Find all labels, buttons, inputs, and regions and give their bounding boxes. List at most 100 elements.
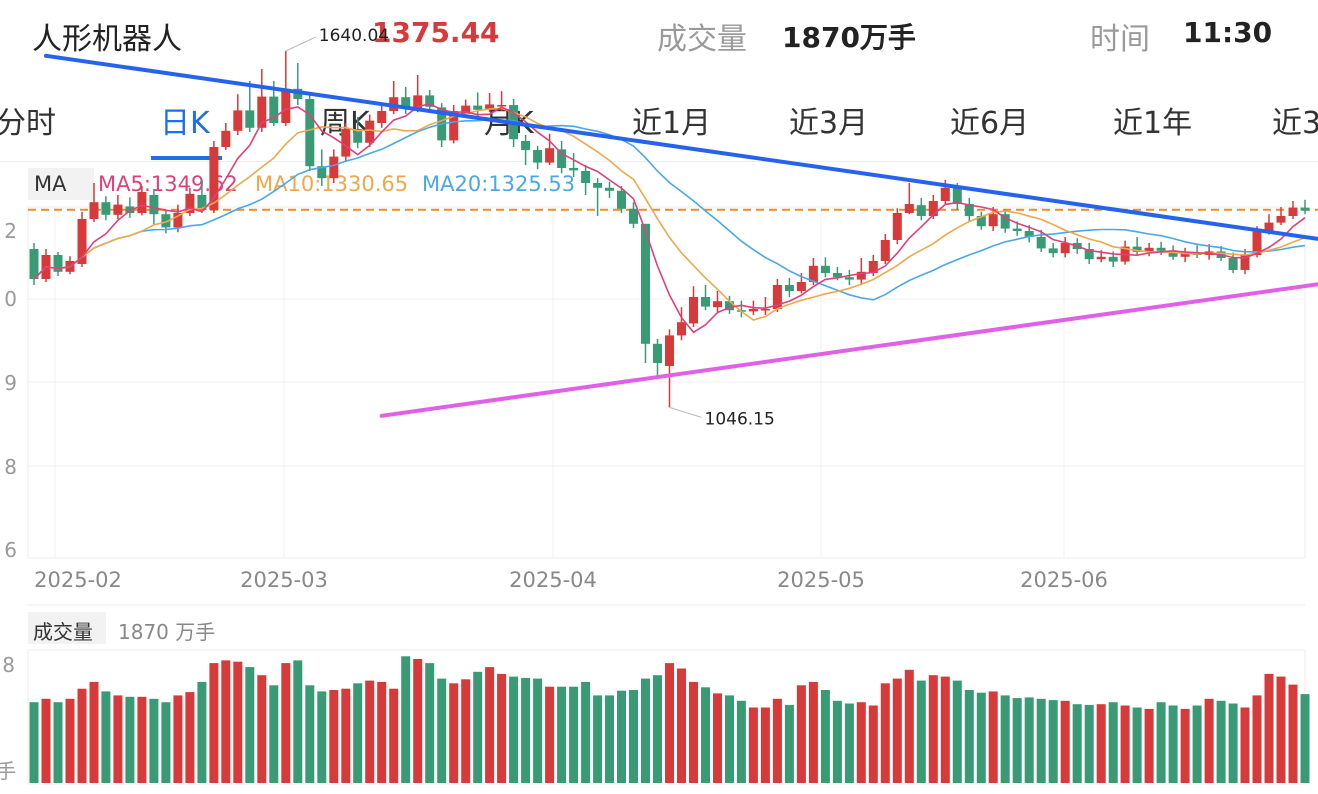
volume-bar-up [545,686,555,783]
volume-bar-up [497,673,507,783]
volume-bar-up [689,681,698,783]
candle-down [1228,258,1238,270]
candle-up [856,271,866,280]
volume-bar-down [1036,698,1046,783]
ma5-value: MA5:1349.62 [98,172,238,196]
candle-up [1264,222,1274,231]
candle-down [1036,237,1046,249]
candle-down [605,187,614,191]
candle-down [1108,256,1118,262]
candle-down [149,195,159,215]
volume-bar-up [173,695,183,783]
candle-up [1288,207,1298,216]
volume-bar-up [796,685,806,783]
candle-up [689,297,698,324]
candle-down [701,297,710,307]
volume-bar-down [581,681,591,783]
volume-bar-up [65,698,75,783]
volume-bar-down [101,691,111,783]
volume-tag[interactable]: 成交量 [28,612,106,644]
volume-bar-down [521,677,531,783]
volume-bar-up [665,663,674,783]
ma-tag[interactable]: MA [28,168,94,200]
volume-bar-down [245,667,255,783]
tab-daily-k[interactable]: 日K [160,106,210,141]
candle-up [65,261,75,272]
candle-down [916,205,926,216]
volume-bar-up [413,659,423,783]
volume-bar-down [557,686,567,783]
volume-bar-up [940,676,950,783]
volume-bar-down [269,685,279,783]
candle-down [653,343,662,363]
volume-bar-down [605,695,614,783]
active-tab-indicator [151,156,222,160]
volume-bar-down [317,691,327,783]
candle-down [53,255,63,272]
tab-1-month[interactable]: 近1月 [632,106,712,141]
volume-bar-down [1084,704,1094,783]
volume-bar-up [89,681,99,783]
candle-down [832,273,842,278]
y-tick-label: 2 [4,219,17,243]
volume-bar-up [137,696,147,783]
volume-bar-down [617,690,626,783]
volume-bar-down [1156,702,1166,783]
volume-bar-down [701,687,710,783]
tab-3-years[interactable]: 近3 [1272,106,1318,141]
candle-down [1048,248,1058,254]
tabs-divider [0,161,1318,162]
volume-bar-up [1120,705,1130,783]
price-annotations: 1640.04 1046.15 [285,26,775,429]
volume-bar-up [329,690,339,783]
x-tick-label: 2025-05 [777,568,865,592]
volume-bar-up [1240,707,1250,783]
candle-up [665,335,674,366]
volume-bar-up [185,692,195,783]
volume-bar-up [1096,704,1106,783]
candle-down [820,265,830,273]
y-tick-label: 8 [4,455,17,479]
candle-up [1204,251,1214,255]
volume-bar-down [916,680,926,783]
candle-down [964,204,974,216]
candle-up [89,202,99,219]
tab-3-months[interactable]: 近3月 [789,106,869,141]
candle-down [1012,228,1022,231]
volume-bar-up [928,675,938,783]
tab-1-year[interactable]: 近1年 [1113,106,1193,141]
volume-bar-down [1072,704,1082,783]
volume-bar-down [1168,705,1178,783]
x-tick-label: 2025-03 [240,568,328,592]
candle-down [1156,247,1166,251]
tab-monthly-k[interactable]: 月K [484,106,534,141]
candle-up [77,219,87,264]
candle-down [844,277,854,280]
candle-up [713,301,722,308]
volume-bar-down [964,690,974,783]
volume-tick-label: 手 [0,759,16,783]
volume-bar-down [53,702,63,783]
volume-bar-up [713,693,722,783]
volume-value: 1870万手 [782,21,916,54]
low-annotation: 1046.15 [705,409,775,429]
volume-bar-up [365,680,375,783]
candle-down [1216,251,1226,258]
volume-bar-down [293,660,303,783]
volume-bar-up [389,688,399,783]
candle-down [641,223,650,344]
volume-bar-up [1144,708,1154,783]
candle-up [1240,255,1250,270]
volume-bar-up [1180,708,1190,783]
volume-bar-down [305,685,315,783]
tab-intraday[interactable]: 分时 [0,106,56,141]
time-value: 11:30 [1183,16,1273,49]
tab-weekly-k[interactable]: 周K [320,106,370,141]
volume-bar-down [725,695,734,783]
volume-bar-up [377,681,387,783]
tab-6-months[interactable]: 近6月 [950,106,1030,141]
candle-up [808,265,818,282]
volume-bar-down [1024,697,1034,783]
volume-bar-down [976,692,986,783]
chart-grid [27,206,1318,785]
